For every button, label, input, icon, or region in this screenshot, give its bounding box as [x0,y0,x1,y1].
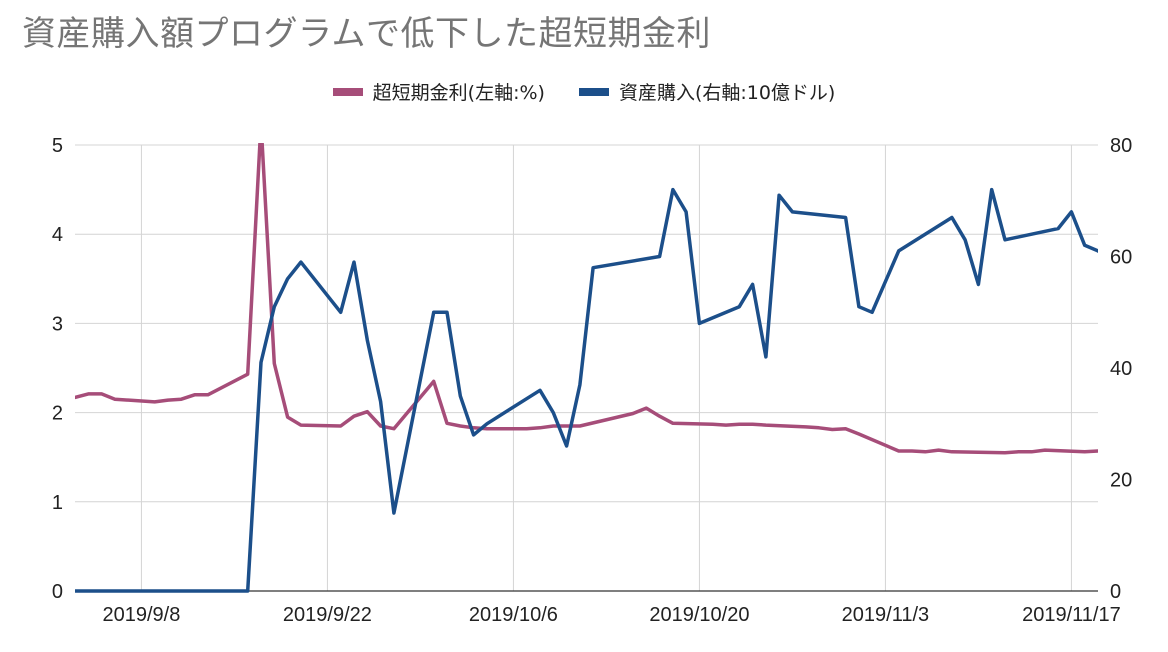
y-left-tick-label: 0 [52,581,63,603]
x-tick-label: 2019/9/22 [283,604,372,626]
legend-label-rate: 超短期金利(左軸:%) [372,82,545,104]
y-right-tick-label: 40 [1110,358,1132,380]
x-tick-label: 2019/10/20 [649,604,749,626]
chart-title: 資産購入額プログラムで低下した超短期金利 [22,14,711,54]
y-left-tick-label: 1 [52,492,63,514]
x-tick-label: 2019/9/8 [102,604,180,626]
x-tick-label: 2019/11/3 [842,604,930,626]
y-left-tick-label: 2 [52,403,63,425]
y-right-tick-label: 60 [1110,247,1132,269]
legend: 超短期金利(左軸:%) 資産購入(右軸:10億ドル) [0,78,1168,105]
y-right-tick-label: 0 [1110,581,1121,603]
series-line-rate [75,143,1098,455]
series-line-purchase [75,187,1098,593]
legend-label-purchase: 資産購入(右軸:10億ドル) [618,82,836,104]
legend-swatch-rate [332,87,363,96]
x-tick-label: 2019/11/17 [1022,604,1121,626]
y-left-tick-label: 5 [52,135,63,157]
legend-swatch-purchase [578,87,609,96]
y-right-tick-label: 80 [1110,135,1132,157]
legend-item-rate: 超短期金利(左軸:%) [332,78,545,105]
y-right-tick-label: 20 [1110,470,1132,492]
legend-item-purchase: 資産購入(右軸:10億ドル) [578,78,836,105]
y-left-tick-label: 4 [52,224,63,246]
x-tick-label: 2019/10/6 [469,604,558,626]
y-left-tick-label: 3 [52,313,63,335]
